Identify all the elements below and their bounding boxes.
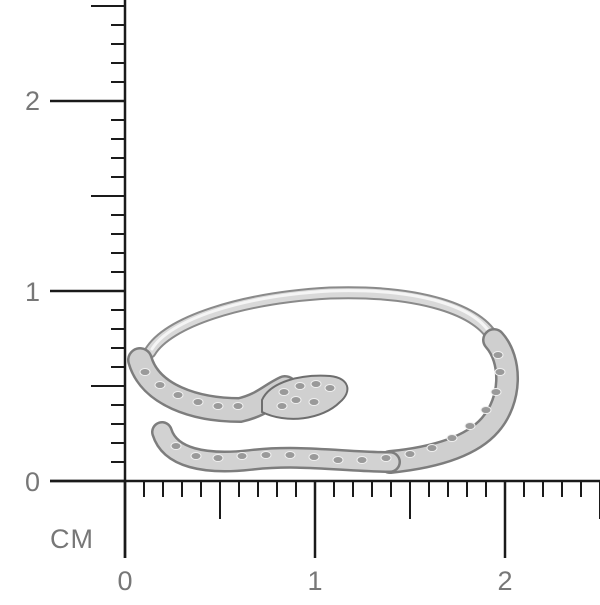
texture-dimple [494, 368, 506, 376]
texture-dimple [172, 391, 184, 399]
vertical-label-2: 2 [24, 86, 40, 116]
texture-dimple [308, 453, 320, 461]
texture-dimple [284, 451, 296, 459]
snake-ring-photo [127, 286, 520, 474]
texture-dimple [294, 382, 306, 390]
horizontal-ruler-ticks [50, 479, 600, 558]
texture-dimple [492, 351, 504, 359]
texture-dimple [332, 456, 344, 464]
texture-dimple [192, 398, 204, 406]
texture-dimple [464, 422, 476, 430]
texture-dimple [404, 450, 416, 458]
vertical-ruler-ticks [50, 0, 127, 558]
texture-dimple [356, 456, 368, 464]
texture-dimple [310, 380, 322, 388]
texture-dimple [170, 442, 182, 450]
texture-dimple [212, 402, 224, 410]
horizontal-label-2: 2 [497, 566, 513, 596]
texture-dimple [324, 384, 336, 392]
vertical-label-1: 1 [24, 277, 40, 307]
texture-dimple [236, 452, 248, 460]
texture-dimple [260, 451, 272, 459]
texture-dimple [212, 454, 224, 462]
unit-label-cm: CM [50, 524, 94, 554]
vertical-label-0: 0 [24, 467, 40, 497]
texture-dimple [426, 444, 438, 452]
horizontal-label-1: 1 [307, 566, 323, 596]
horizontal-label-0: 0 [117, 566, 133, 596]
texture-dimple [154, 381, 166, 389]
texture-dimple [446, 434, 458, 442]
ring-hammered-texture [139, 351, 506, 464]
texture-dimple [480, 406, 492, 414]
texture-dimple [190, 452, 202, 460]
texture-dimple [139, 368, 151, 376]
texture-dimple [276, 402, 288, 410]
texture-dimple [308, 398, 320, 406]
texture-dimple [290, 396, 302, 404]
texture-dimple [490, 388, 502, 396]
texture-dimple [232, 402, 244, 410]
texture-dimple [278, 388, 290, 396]
texture-dimple [380, 454, 392, 462]
